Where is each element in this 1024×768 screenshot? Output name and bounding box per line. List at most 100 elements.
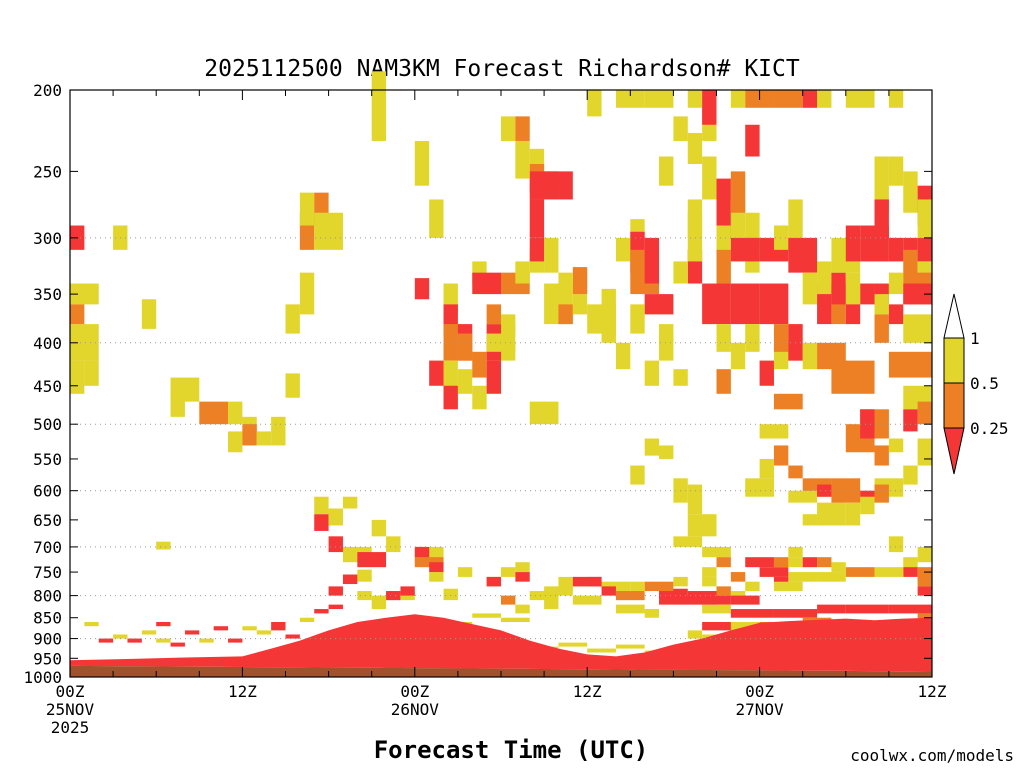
- heatmap-cell: [903, 283, 932, 305]
- heatmap-cell: [673, 576, 688, 587]
- heatmap-cell: [314, 514, 329, 531]
- heatmap-cell: [673, 116, 688, 141]
- heatmap-cell: [759, 424, 789, 439]
- heatmap-cell: [170, 377, 200, 402]
- heatmap-cell: [817, 90, 832, 108]
- heatmap-cell: [515, 562, 530, 573]
- heatmap-cell: [788, 199, 803, 238]
- heatmap-cell: [414, 557, 444, 568]
- heatmap-cell: [515, 604, 530, 614]
- heatmap-cell: [429, 562, 444, 573]
- heatmap-cell: [644, 360, 660, 386]
- heatmap-cell: [860, 283, 875, 305]
- heatmap-cell: [903, 465, 918, 485]
- legend-label: 1: [970, 329, 980, 348]
- chart-title: 2025112500 NAM3KM Forecast Richardson# K…: [204, 56, 800, 82]
- heatmap-cell: [429, 360, 444, 386]
- heatmap-cell: [659, 333, 674, 361]
- heatmap-cell: [429, 572, 444, 582]
- heatmap-cell: [888, 351, 932, 378]
- heatmap-cell: [730, 595, 760, 605]
- heatmap-cell: [515, 261, 530, 284]
- heatmap-cell: [84, 621, 99, 627]
- heatmap-cell: [673, 536, 703, 547]
- heatmap-cell: [817, 557, 832, 568]
- heatmap-cell: [644, 609, 660, 618]
- y-tick-label: 400: [33, 334, 62, 353]
- heatmap-cell: [242, 424, 257, 446]
- heatmap-cell: [903, 567, 918, 577]
- heatmap-cell: [472, 351, 487, 378]
- heatmap-cell: [817, 572, 846, 582]
- heatmap-cell: [70, 304, 85, 325]
- heatmap-cell: [817, 342, 846, 370]
- heatmap-cell: [558, 304, 573, 325]
- heatmap-cell: [817, 604, 846, 614]
- heatmap-cell: [903, 314, 932, 343]
- heatmap-cell: [745, 478, 774, 497]
- surface-layer: [70, 614, 932, 672]
- heatmap-cell: [716, 586, 731, 596]
- heatmap-cell: [572, 267, 588, 295]
- heatmap-cell: [443, 588, 458, 601]
- y-tick-label: 450: [33, 377, 62, 396]
- heatmap-cell: [773, 609, 818, 618]
- heatmap-cell: [773, 557, 789, 568]
- heatmap-cell: [342, 574, 358, 585]
- heatmap-cell: [644, 294, 674, 315]
- heatmap-cell: [544, 586, 573, 596]
- heatmap-cell: [113, 634, 128, 639]
- heatmap-cell: [874, 445, 889, 466]
- heatmap-cell: [127, 638, 142, 643]
- heatmap-cell: [615, 237, 631, 262]
- heatmap-cell: [716, 595, 731, 605]
- heatmap-cell: [457, 333, 473, 361]
- x-tick-label: 12Z: [918, 682, 947, 701]
- heatmap-cell: [70, 283, 99, 305]
- heatmap-cell: [314, 609, 329, 614]
- legend-label: 0.5: [970, 374, 999, 393]
- heatmap-cell: [156, 638, 171, 643]
- heatmap-cell: [659, 588, 688, 598]
- heatmap-cell: [888, 90, 904, 108]
- heatmap-cell: [515, 140, 530, 179]
- heatmap-cell: [874, 567, 904, 577]
- y-tick-label: 700: [33, 538, 62, 557]
- heatmap-cell: [70, 360, 85, 394]
- heatmap-cell: [745, 581, 760, 592]
- heatmap-cell: [228, 638, 243, 643]
- heatmap-cell: [457, 567, 473, 577]
- x-tick-label: 00Z: [56, 682, 85, 701]
- heatmap-cell: [472, 613, 501, 618]
- heatmap-cell: [328, 536, 343, 553]
- heatmap-cell: [702, 567, 717, 577]
- heatmap-cell: [716, 369, 731, 394]
- heatmap-cell: [529, 199, 545, 238]
- heatmap-cell: [529, 237, 545, 262]
- heatmap-cell: [601, 581, 631, 592]
- heatmap-cell: [702, 546, 731, 558]
- y-tick-label: 1000: [23, 668, 62, 687]
- heatmap-cell: [184, 630, 200, 635]
- heatmap-cell: [271, 416, 286, 446]
- heatmap-cell: [256, 630, 272, 635]
- heatmap-cell: [845, 272, 861, 305]
- y-tick-label: 350: [33, 285, 62, 304]
- heatmap-cell: [644, 581, 674, 592]
- heatmap-cell: [357, 552, 387, 568]
- y-tick-label: 600: [33, 482, 62, 501]
- heatmap-cell: [874, 314, 889, 343]
- heatmap-cell: [817, 261, 832, 295]
- y-tick-label: 500: [33, 415, 62, 434]
- legend-swatch: [943, 382, 965, 429]
- heatmap-cell: [759, 567, 789, 577]
- heatmap-cell: [615, 604, 645, 614]
- heatmap-cell: [285, 634, 300, 639]
- heatmap-cell: [659, 595, 717, 605]
- heatmap-cell: [888, 304, 904, 325]
- heatmap-cell: [802, 514, 818, 526]
- heatmap-cell: [702, 604, 731, 614]
- heatmap-cell: [802, 272, 818, 305]
- x-tick-label: 00Z: [745, 682, 774, 701]
- heatmap-cell: [242, 626, 257, 631]
